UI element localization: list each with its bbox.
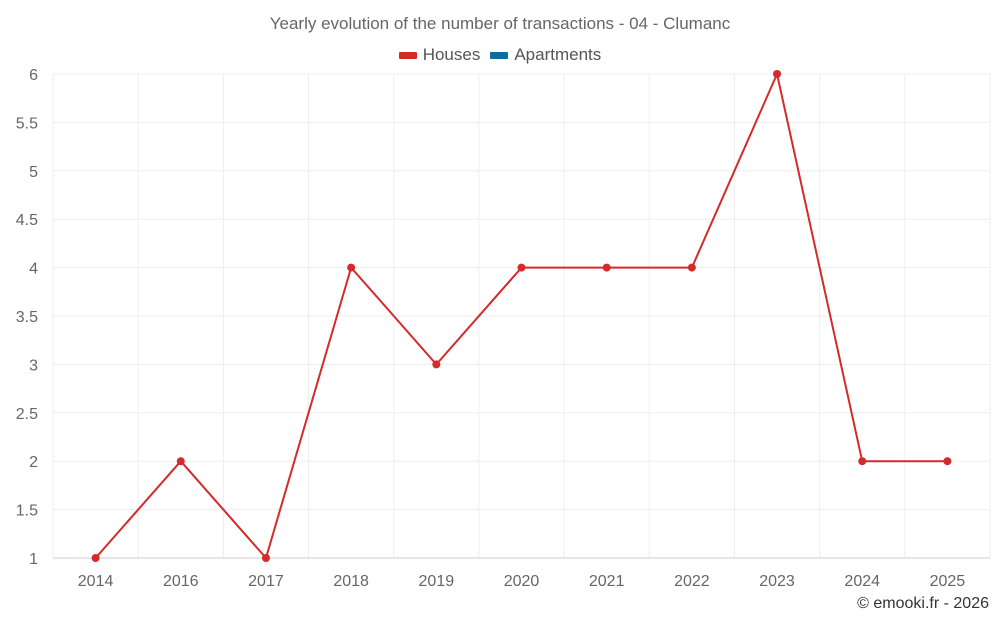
data-point: [602, 263, 611, 272]
legend-item-houses[interactable]: Houses: [398, 45, 481, 65]
x-tick-label: 2019: [419, 573, 455, 590]
data-point: [943, 457, 952, 466]
y-tick-label: 2.5: [16, 406, 38, 423]
y-tick-label: 4.5: [16, 212, 38, 229]
x-tick-label: 2020: [504, 573, 540, 590]
y-tick-label: 1: [29, 551, 38, 568]
data-point: [858, 457, 867, 466]
y-tick-label: 5.5: [16, 115, 38, 132]
data-point: [687, 263, 696, 272]
y-tick-label: 5: [29, 164, 38, 181]
data-point: [91, 554, 100, 562]
legend-item-apartments[interactable]: Apartments: [490, 45, 601, 65]
data-point: [773, 70, 782, 78]
data-point: [176, 457, 185, 466]
data-point: [432, 360, 441, 369]
legend-label-apartments: Apartments: [514, 45, 602, 64]
x-tick-label: 2021: [589, 573, 625, 590]
x-tick-label: 2016: [163, 573, 199, 590]
y-tick-label: 1.5: [16, 503, 38, 520]
chart-title: Yearly evolution of the number of transa…: [269, 14, 731, 33]
data-point: [347, 263, 356, 272]
legend-label-houses: Houses: [422, 45, 481, 64]
data-point: [517, 263, 526, 272]
legend-swatch-apartments: [490, 51, 509, 59]
y-tick-label: 3.5: [16, 309, 38, 326]
x-tick-label: 2022: [674, 573, 710, 590]
chart-legend: Houses Apartments: [0, 45, 1000, 65]
y-tick-label: 6: [29, 67, 38, 84]
x-tick-label: 2017: [248, 573, 284, 590]
credit-text: © emooki.fr - 2026: [857, 595, 989, 612]
legend-swatch-houses: [398, 51, 417, 59]
x-tick-label: 2014: [78, 573, 114, 590]
x-tick-label: 2023: [759, 573, 795, 590]
x-tick-label: 2024: [844, 573, 880, 590]
x-tick-label: 2018: [333, 573, 369, 590]
y-tick-label: 4: [29, 261, 38, 278]
y-tick-label: 3: [29, 357, 38, 374]
x-tick-label: 2025: [930, 573, 966, 590]
y-tick-label: 2: [29, 454, 38, 471]
data-point: [261, 554, 270, 562]
